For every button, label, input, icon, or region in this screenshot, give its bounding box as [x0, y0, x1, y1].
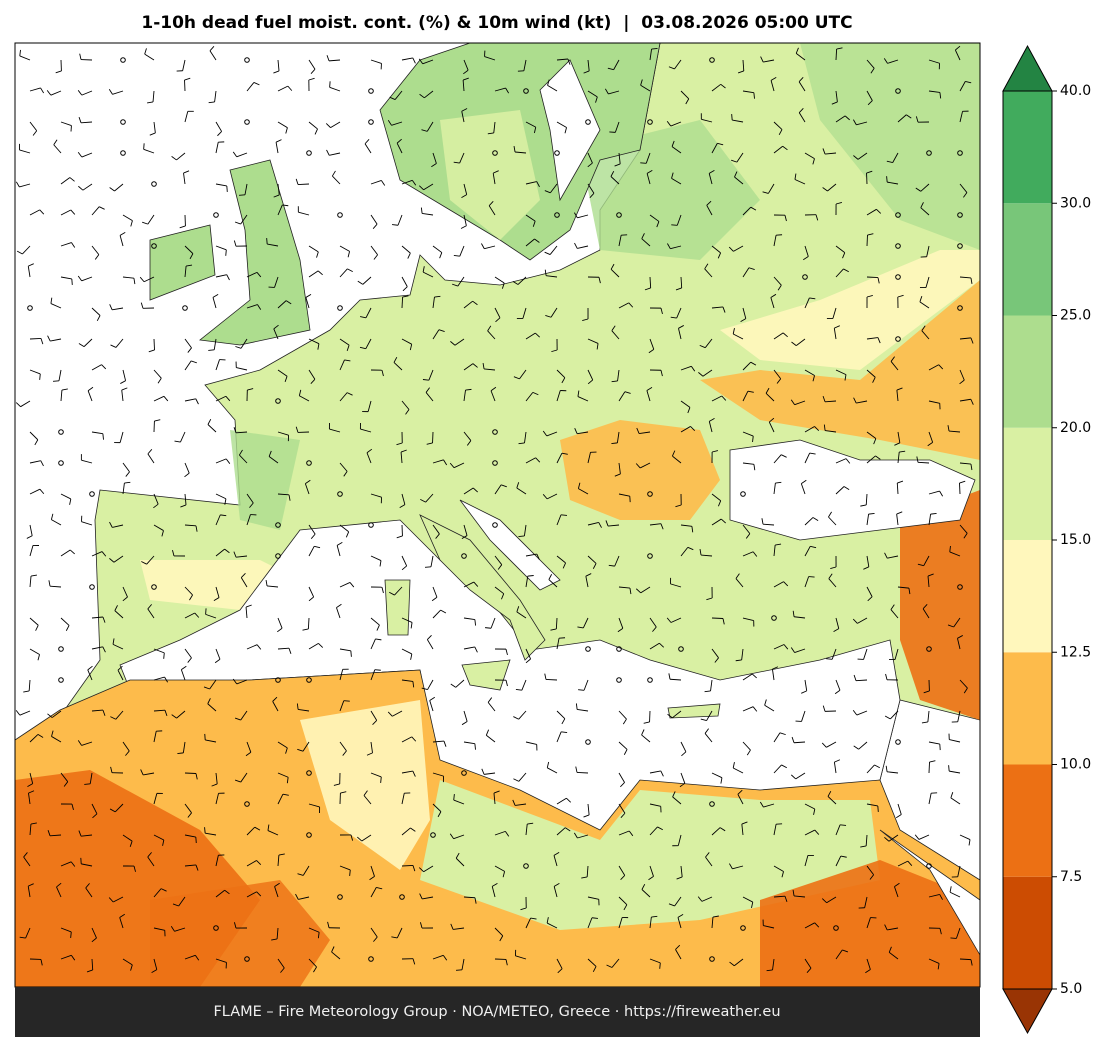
wind-barb: [298, 184, 309, 185]
wind-barb: [308, 618, 309, 629]
wind-barb-flag: [485, 628, 491, 629]
colorbar-band: [1003, 765, 1052, 877]
wind-barb: [929, 762, 930, 773]
wind-barb: [546, 679, 557, 680]
wind-barb-flag: [578, 690, 584, 691]
colorbar-tick-label: 10.0: [1060, 757, 1091, 773]
wind-barb-flag: [887, 176, 888, 182]
wind-barb-flag: [103, 434, 104, 440]
wind-barb: [154, 339, 155, 350]
colorbar-band: [1003, 316, 1052, 428]
colorbar-tick-label: 25.0: [1060, 308, 1091, 324]
wind-barb: [867, 277, 878, 278]
wind-barb-flag: [40, 374, 41, 380]
wind-barb-flag: [826, 659, 832, 660]
colorbar-band: [1003, 91, 1052, 203]
wind-barb-flag: [640, 163, 646, 164]
footer-text: FLAME – Fire Meteorology Group · NOA/MET…: [213, 1004, 780, 1020]
wind-barb: [185, 773, 196, 774]
wind-barb-flag: [205, 827, 206, 833]
wind-barb-flag: [592, 918, 598, 919]
land-sardinia: [385, 580, 410, 635]
colorbar-extend-over: [1003, 46, 1052, 91]
wind-barb: [402, 297, 403, 308]
wind-barb-flag: [267, 238, 268, 244]
title: 1-10h dead fuel moist. cont. (%) & 10m w…: [141, 13, 852, 33]
wind-barb-flag: [381, 777, 382, 783]
wind-barb-flag: [164, 653, 165, 659]
colorbar-tick-label: 12.5: [1060, 644, 1091, 660]
colorbar-band: [1003, 428, 1052, 540]
colorbar-tick-label: 30.0: [1060, 195, 1091, 211]
wind-barb-flag: [732, 114, 733, 120]
wind-barb-flag: [454, 794, 455, 800]
wind-barb: [402, 865, 413, 866]
wind-barb-flag: [350, 870, 351, 876]
wind-barb-flag: [671, 225, 677, 226]
wind-barb-flag: [351, 651, 352, 657]
wind-barb-flag: [226, 250, 227, 256]
wind-barb-flag: [344, 701, 350, 702]
colorbar-tick-label: 40.0: [1060, 83, 1091, 99]
wind-barb: [960, 959, 971, 960]
colorbar-extend-under: [1003, 989, 1052, 1033]
wind-barb-flag: [528, 576, 534, 577]
colorbar-tick-label: 5.0: [1060, 981, 1082, 997]
wind-barb: [30, 338, 41, 339]
colorbar-tick-label: 15.0: [1060, 532, 1091, 548]
colorbar: 5.0 7.5 10.0 12.5 15.0 20.0 25.0 30.0 40.0: [1003, 46, 1091, 1033]
colorbar-band: [1003, 540, 1052, 652]
wind-barb: [836, 49, 837, 60]
colorbar-band: [1003, 203, 1052, 315]
colorbar-band: [1003, 877, 1052, 989]
wind-barb-flag: [84, 784, 90, 785]
colorbar-tick-label: 20.0: [1060, 420, 1091, 436]
patch-orange: [560, 420, 720, 520]
colorbar-band: [1003, 652, 1052, 764]
wind-barb-flag: [949, 765, 950, 771]
map: [15, 43, 980, 987]
wind-barb-flag: [375, 670, 381, 671]
wind-barb-flag: [208, 350, 214, 351]
wind-barb-flag: [475, 744, 476, 750]
wind-barb-flag: [71, 932, 72, 938]
wind-barb: [577, 772, 588, 773]
colorbar-tick-label: 7.5: [1060, 869, 1082, 885]
wind-barb-flag: [660, 963, 661, 969]
wind-barb: [959, 483, 960, 494]
